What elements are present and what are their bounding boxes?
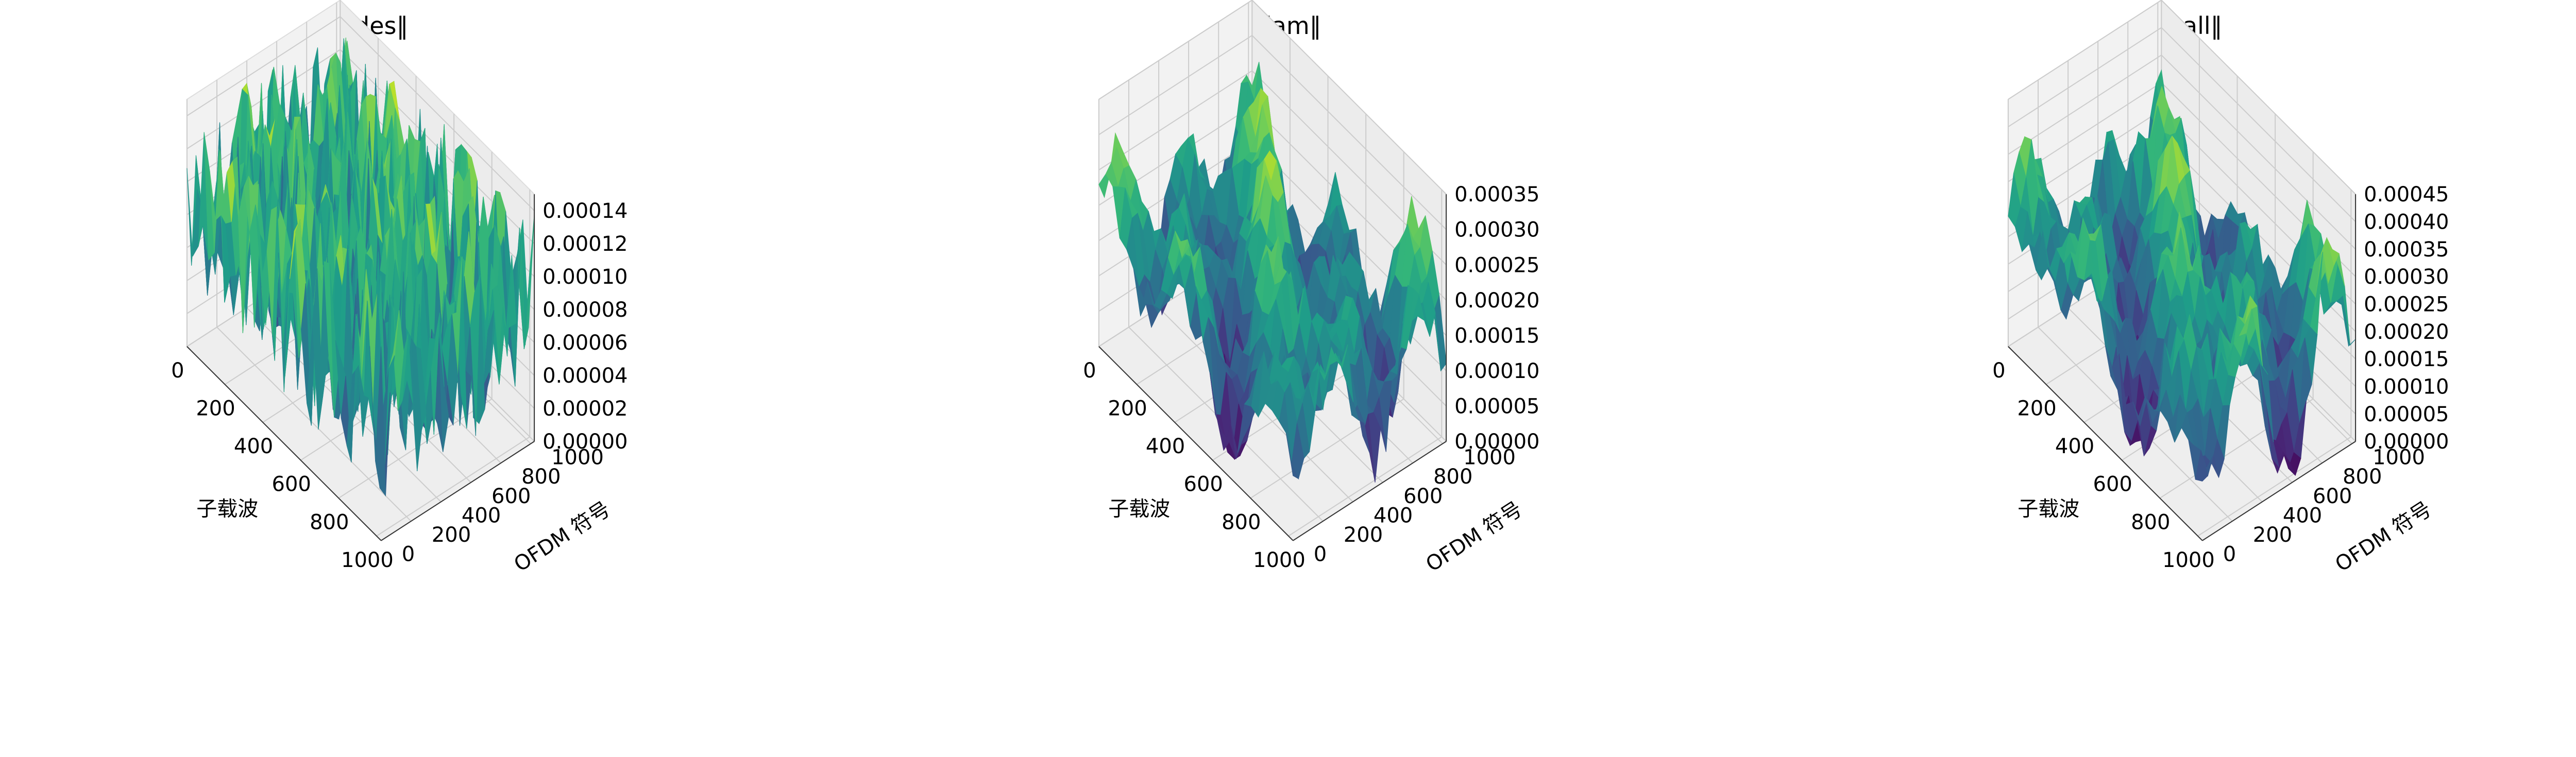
y-tick-label: 200: [432, 523, 471, 547]
x-axis-line: [1098, 346, 1294, 541]
y-tick-label: 800: [1433, 465, 1472, 489]
surface-cell: [2195, 450, 2208, 481]
z-tick-label: 0.00010: [543, 265, 628, 289]
z-tick-label: 0.00010: [2364, 375, 2449, 399]
y-tick-label: 0: [402, 543, 415, 566]
surface: [2008, 69, 2356, 481]
surface-plot-h-jam: ‖H_jam‖ 02004006008001000020040060080010…: [1083, 0, 1540, 577]
z-tick-label: 0.00030: [2364, 265, 2449, 289]
x-axis-line: [187, 346, 382, 541]
z-tick-label: 0.00035: [2364, 238, 2449, 262]
surface-cell: [1285, 433, 1299, 480]
y-axis-line: [1293, 441, 1447, 541]
y-tick-label: 600: [1403, 485, 1443, 508]
x-tick-label: 400: [2055, 435, 2094, 458]
y-tick-label: 400: [2283, 504, 2322, 528]
x-tick-label: 0: [1992, 359, 2005, 383]
grid-line: [1098, 0, 1447, 195]
y-tick-label: 400: [1374, 504, 1413, 528]
grid-line: [2008, 27, 2356, 222]
x-tick-label: 600: [2093, 473, 2132, 496]
surface: [1098, 62, 1447, 483]
z-tick-label: 0.00000: [1454, 430, 1539, 454]
z-tick-label: 0.00008: [543, 298, 628, 322]
z-tick-label: 0.00035: [1454, 183, 1539, 207]
z-tick-label: 0.00015: [1454, 324, 1539, 348]
x-tick-label: 0: [1083, 359, 1096, 383]
x-tick-label: 800: [1222, 510, 1261, 534]
y-axis-line: [2202, 441, 2356, 541]
x-tick-label: 400: [234, 435, 273, 458]
grid-line: [187, 16, 535, 211]
x-tick-label: 400: [1146, 435, 1185, 458]
y-axis-label: OFDM 符号: [510, 497, 615, 576]
z-tick-label: 0.00025: [1454, 253, 1539, 277]
grid-line: [2008, 0, 2356, 195]
x-tick-label: 800: [310, 510, 349, 534]
z-tick-label: 0.00015: [2364, 348, 2449, 371]
x-tick-label: 200: [196, 397, 235, 421]
x-tick-label: 1000: [1253, 548, 1306, 572]
y-tick-label: 1000: [1463, 446, 1516, 470]
x-tick-label: 800: [2131, 510, 2170, 534]
z-tick-label: 0.00045: [2364, 183, 2449, 207]
z-tick-label: 0.00014: [543, 199, 628, 223]
z-tick-label: 0.00020: [1454, 289, 1539, 313]
x-tick-label: 0: [171, 359, 184, 383]
y-tick-label: 0: [2223, 543, 2236, 566]
x-tick-label: 1000: [2162, 548, 2215, 572]
z-tick-label: 0.00000: [543, 430, 628, 454]
y-tick-label: 600: [2313, 485, 2352, 508]
z-tick-label: 0.00000: [2364, 430, 2449, 454]
x-tick-label: 200: [1108, 397, 1147, 421]
x-tick-label: 600: [1184, 473, 1223, 496]
y-axis-label: OFDM 符号: [2331, 497, 2436, 576]
x-axis-label: 子载波: [196, 497, 258, 521]
x-tick-label: 1000: [341, 548, 394, 572]
z-tick-label: 0.00002: [543, 397, 628, 421]
surface-plot-h-des: ‖H_des‖ 02004006008001000020040060080010…: [171, 0, 628, 577]
y-axis-line: [381, 441, 535, 541]
y-tick-label: 600: [492, 485, 531, 508]
x-axis-label: 子载波: [2018, 497, 2079, 521]
z-tick-label: 0.00005: [2364, 403, 2449, 426]
surface-cell: [375, 346, 386, 497]
y-tick-label: 1000: [2372, 446, 2425, 470]
axes: [1098, 194, 1447, 541]
z-tick-label: 0.00012: [543, 232, 628, 256]
y-tick-label: 800: [2343, 465, 2382, 489]
y-tick-label: 0: [1314, 543, 1327, 566]
axes: [2008, 194, 2357, 541]
x-axis-label: 子载波: [1108, 497, 1170, 521]
axes: [187, 194, 535, 541]
z-tick-label: 0.00010: [1454, 359, 1539, 383]
x-tick-label: 600: [272, 473, 311, 496]
grid-line: [1098, 70, 1447, 266]
surface: [187, 37, 535, 497]
grid-line: [2008, 54, 2356, 250]
y-tick-label: 400: [462, 504, 501, 528]
y-tick-label: 800: [521, 465, 561, 489]
x-tick-label: 200: [2017, 397, 2056, 421]
z-tick-label: 0.00005: [1454, 395, 1539, 419]
y-tick-label: 200: [1344, 523, 1383, 547]
z-tick-label: 0.00030: [1454, 218, 1539, 242]
y-tick-label: 1000: [551, 446, 604, 470]
z-tick-label: 0.00006: [543, 331, 628, 355]
z-tick-label: 0.00004: [543, 364, 628, 388]
y-axis-label: OFDM 符号: [1422, 497, 1527, 576]
surface-plot-h-all: ‖H_all‖ 02004006008001000020040060080010…: [1992, 0, 2449, 577]
z-tick-label: 0.00020: [2364, 320, 2449, 344]
y-tick-label: 200: [2253, 523, 2292, 547]
z-tick-label: 0.00040: [2364, 210, 2449, 234]
grid-line: [1098, 35, 1447, 230]
x-axis-line: [2008, 346, 2203, 541]
z-tick-label: 0.00025: [2364, 293, 2449, 316]
